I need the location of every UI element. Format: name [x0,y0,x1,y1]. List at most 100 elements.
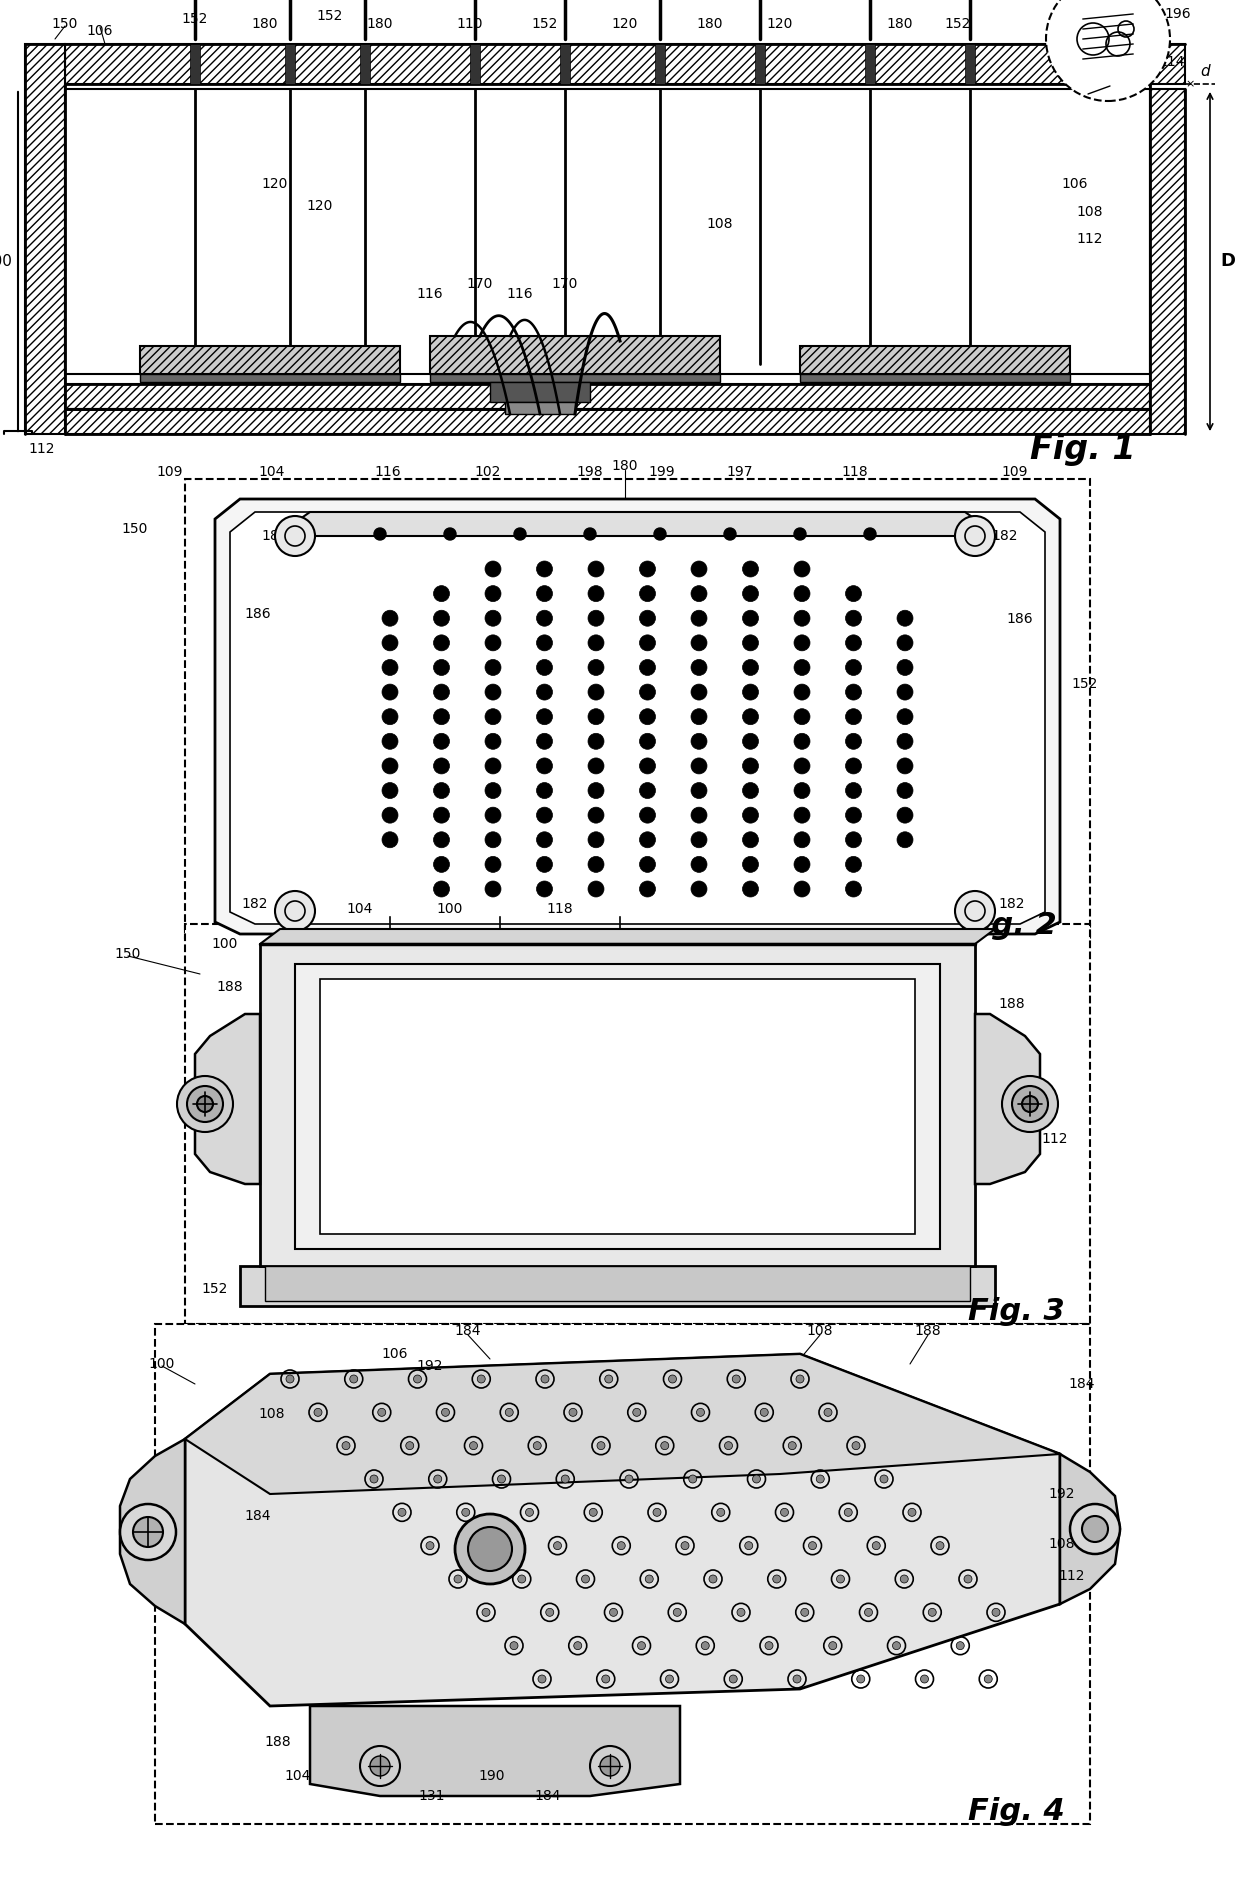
Circle shape [897,684,913,701]
Circle shape [846,659,862,676]
Text: 120: 120 [306,200,334,213]
Circle shape [455,1515,525,1584]
Circle shape [434,659,449,676]
Circle shape [688,1475,697,1483]
Circle shape [724,1441,733,1449]
Circle shape [1012,1085,1048,1123]
Circle shape [640,586,656,601]
Circle shape [691,733,707,750]
Circle shape [537,659,553,676]
Circle shape [177,1076,233,1132]
Circle shape [588,806,604,823]
Text: ×: × [1185,79,1194,89]
Text: 192: 192 [1049,1486,1075,1502]
Text: 106: 106 [1061,177,1089,190]
Polygon shape [215,499,1060,934]
Circle shape [482,1609,490,1616]
Circle shape [666,1675,673,1682]
Circle shape [434,782,449,799]
Circle shape [187,1085,223,1123]
Circle shape [640,782,656,799]
Circle shape [467,1528,512,1571]
Circle shape [691,659,707,676]
Circle shape [588,831,604,848]
Circle shape [661,1441,668,1449]
Circle shape [852,1441,861,1449]
Circle shape [743,659,759,676]
Circle shape [846,635,862,650]
Circle shape [533,1441,541,1449]
Bar [64,384,1149,409]
Circle shape [640,882,656,897]
Text: 108: 108 [1142,34,1168,47]
Circle shape [872,1541,880,1551]
Circle shape [846,806,862,823]
Circle shape [398,1509,405,1517]
Text: 152: 152 [1071,676,1099,691]
Circle shape [537,610,553,625]
Text: 184: 184 [534,1790,562,1803]
Circle shape [485,782,501,799]
Bar [1149,89,1185,433]
Circle shape [444,528,456,541]
Circle shape [691,684,707,701]
Circle shape [846,857,862,872]
Circle shape [434,1475,441,1483]
Circle shape [541,1375,549,1383]
Circle shape [864,1609,873,1616]
Circle shape [275,516,315,556]
Text: 186: 186 [205,1102,232,1115]
Circle shape [955,516,994,556]
Bar [260,944,975,1266]
Circle shape [485,610,501,625]
Circle shape [844,1509,852,1517]
Text: 112: 112 [1042,1132,1068,1145]
Text: 186: 186 [1007,612,1033,625]
Circle shape [929,1609,936,1616]
Circle shape [275,891,315,931]
Circle shape [737,1609,745,1616]
Circle shape [702,1641,709,1650]
Circle shape [485,561,501,577]
Circle shape [936,1541,944,1551]
Text: 152: 152 [532,17,558,30]
Circle shape [537,708,553,725]
Text: 109: 109 [156,465,184,479]
Circle shape [1083,1517,1109,1541]
Circle shape [510,1641,518,1650]
Circle shape [828,1641,837,1650]
Circle shape [314,1409,322,1417]
Circle shape [537,782,553,799]
Circle shape [382,708,398,725]
Circle shape [526,1509,533,1517]
Circle shape [640,857,656,872]
Bar [800,375,1070,382]
Bar [470,43,480,85]
Circle shape [588,610,604,625]
Bar [866,43,875,85]
Text: 108: 108 [807,1324,833,1338]
Circle shape [743,757,759,774]
Circle shape [801,1609,808,1616]
Circle shape [745,1541,753,1551]
Text: 110: 110 [456,17,484,30]
Circle shape [434,806,449,823]
Text: 112: 112 [1076,232,1104,247]
Circle shape [794,586,810,601]
Bar [430,375,720,382]
Circle shape [640,806,656,823]
Polygon shape [290,512,985,537]
Polygon shape [260,929,994,944]
Bar [490,382,590,401]
Circle shape [796,1375,804,1383]
Circle shape [753,1475,760,1483]
Circle shape [537,857,553,872]
Circle shape [846,733,862,750]
Text: 100: 100 [212,936,238,951]
Bar [64,375,1149,384]
Text: 184: 184 [244,1509,272,1522]
Circle shape [743,635,759,650]
Text: 120: 120 [766,17,794,30]
Text: 196: 196 [1164,8,1192,21]
Circle shape [897,610,913,625]
